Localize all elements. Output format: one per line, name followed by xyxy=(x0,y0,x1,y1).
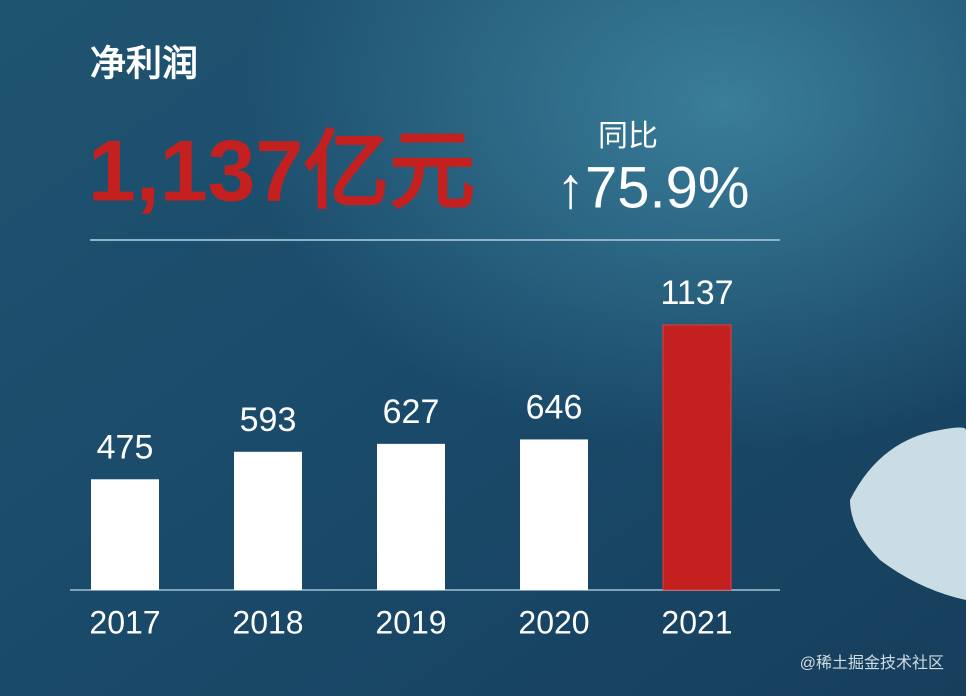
value-label: 593 xyxy=(240,401,297,439)
title: 净利润 xyxy=(90,43,198,84)
iceberg xyxy=(850,427,966,600)
yoy-label: 同比 xyxy=(598,120,658,153)
headline: 1,137亿元 xyxy=(88,124,475,220)
bar xyxy=(377,443,445,590)
watermark: @稀土掘金技术社区 xyxy=(800,654,944,672)
x-tick-label: 2017 xyxy=(89,604,160,640)
x-tick-label: 2021 xyxy=(661,604,732,640)
bar xyxy=(520,439,588,590)
x-tick-label: 2020 xyxy=(518,604,589,640)
value-label: 1137 xyxy=(660,274,733,312)
value-label: 627 xyxy=(383,393,440,431)
yoy-value: ↑75.9% xyxy=(556,155,749,220)
bar xyxy=(234,451,302,590)
bar xyxy=(91,479,159,590)
x-tick-label: 2018 xyxy=(232,604,303,640)
value-label: 646 xyxy=(526,388,583,426)
value-label: 475 xyxy=(97,428,154,466)
x-tick-label: 2019 xyxy=(375,604,446,640)
bar xyxy=(662,324,732,591)
